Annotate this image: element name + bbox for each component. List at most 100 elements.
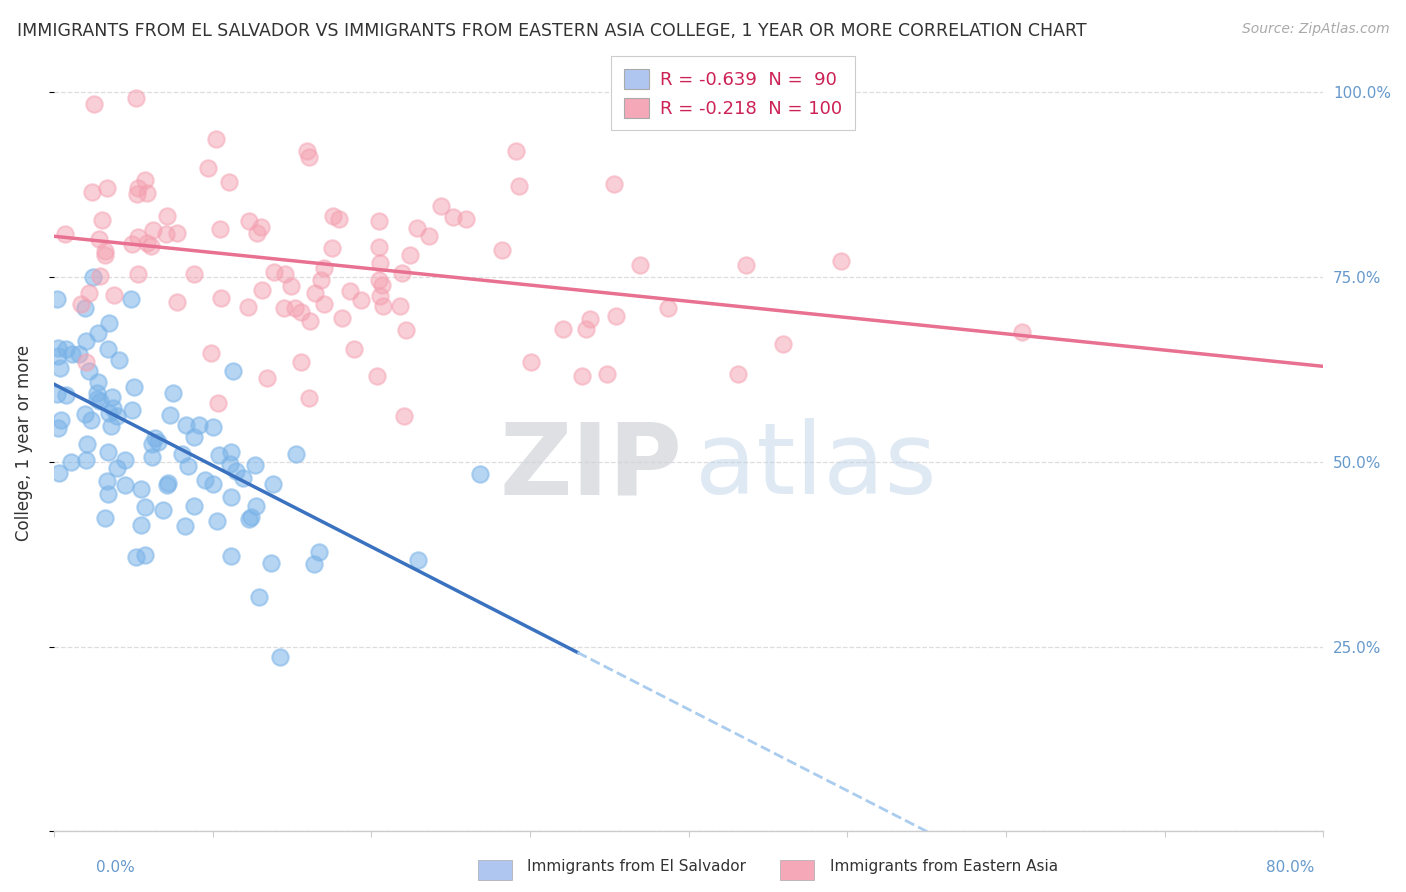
Point bbox=[236, 301, 259, 315]
Point bbox=[219, 549, 242, 564]
Legend: R = -0.639  N =  90, R = -0.218  N = 100: R = -0.639 N = 90, R = -0.218 N = 100 bbox=[612, 56, 855, 130]
Point bbox=[127, 180, 149, 194]
Point bbox=[298, 150, 321, 164]
Point bbox=[395, 323, 418, 337]
Text: 0.0%: 0.0% bbox=[96, 861, 135, 875]
Point bbox=[204, 132, 226, 146]
Point bbox=[399, 247, 422, 261]
Point bbox=[103, 288, 125, 302]
Point bbox=[94, 511, 117, 525]
Point bbox=[418, 228, 440, 243]
Point bbox=[120, 292, 142, 306]
Point bbox=[280, 279, 302, 293]
Point bbox=[142, 223, 165, 237]
Point bbox=[367, 214, 389, 228]
Point bbox=[454, 212, 477, 227]
Point bbox=[302, 557, 325, 571]
Point bbox=[657, 301, 679, 315]
Point bbox=[222, 364, 245, 378]
Point bbox=[256, 371, 278, 385]
Point bbox=[295, 144, 318, 158]
Point bbox=[520, 355, 543, 369]
Point bbox=[91, 213, 114, 227]
Point bbox=[219, 457, 242, 471]
Point bbox=[183, 430, 205, 444]
Point bbox=[366, 368, 388, 383]
Point bbox=[298, 314, 321, 328]
Point bbox=[131, 482, 153, 496]
Point bbox=[330, 311, 353, 326]
Point bbox=[70, 297, 93, 311]
Point bbox=[73, 407, 96, 421]
Point bbox=[371, 277, 394, 292]
Point bbox=[46, 421, 69, 435]
Point bbox=[243, 458, 266, 472]
Point bbox=[55, 387, 77, 401]
Point bbox=[406, 221, 429, 235]
Point bbox=[553, 322, 575, 336]
Point bbox=[156, 478, 179, 492]
Point bbox=[208, 222, 231, 236]
Point bbox=[156, 475, 179, 490]
Point bbox=[143, 431, 166, 445]
Point bbox=[174, 417, 197, 432]
Point bbox=[101, 391, 124, 405]
Point bbox=[225, 464, 247, 478]
Point bbox=[75, 334, 97, 349]
Point bbox=[45, 386, 67, 401]
Point bbox=[322, 209, 344, 223]
Point bbox=[97, 445, 120, 459]
Point bbox=[245, 500, 267, 514]
Point bbox=[87, 375, 110, 389]
Point bbox=[134, 173, 156, 187]
Point bbox=[129, 518, 152, 533]
Point bbox=[87, 326, 110, 340]
Point bbox=[368, 273, 391, 287]
Point bbox=[135, 186, 157, 200]
Point bbox=[298, 391, 321, 405]
Point bbox=[308, 544, 330, 558]
Point bbox=[94, 248, 117, 262]
Point bbox=[122, 380, 145, 394]
Point bbox=[368, 256, 391, 270]
Point bbox=[127, 230, 149, 244]
Point bbox=[55, 342, 77, 356]
Point bbox=[239, 509, 262, 524]
Point bbox=[125, 90, 148, 104]
Point bbox=[250, 219, 273, 234]
Point bbox=[166, 226, 188, 240]
Point bbox=[48, 466, 70, 480]
Point bbox=[260, 557, 283, 571]
Point bbox=[75, 355, 97, 369]
Point bbox=[83, 96, 105, 111]
Point bbox=[152, 502, 174, 516]
Point bbox=[94, 244, 117, 258]
Point bbox=[246, 226, 269, 240]
Point bbox=[491, 244, 513, 258]
Point bbox=[46, 341, 69, 355]
Point bbox=[125, 550, 148, 565]
Point bbox=[321, 241, 343, 255]
Point bbox=[96, 181, 118, 195]
Point bbox=[328, 212, 350, 227]
Point bbox=[368, 240, 391, 254]
Point bbox=[194, 473, 217, 487]
Point bbox=[89, 394, 111, 409]
Point bbox=[86, 385, 108, 400]
Point bbox=[75, 453, 97, 467]
Point bbox=[197, 161, 219, 175]
Point bbox=[187, 418, 209, 433]
Point bbox=[46, 292, 69, 306]
Point bbox=[208, 449, 231, 463]
Point bbox=[177, 458, 200, 473]
Point bbox=[371, 299, 394, 313]
Point bbox=[392, 409, 415, 423]
Point bbox=[207, 396, 229, 410]
Text: Immigrants from El Salvador: Immigrants from El Salvador bbox=[527, 860, 747, 874]
Point bbox=[114, 452, 136, 467]
Point bbox=[108, 353, 131, 368]
Y-axis label: College, 1 year or more: College, 1 year or more bbox=[15, 345, 32, 541]
Point bbox=[247, 590, 270, 604]
Point bbox=[772, 336, 794, 351]
Point bbox=[97, 342, 120, 356]
